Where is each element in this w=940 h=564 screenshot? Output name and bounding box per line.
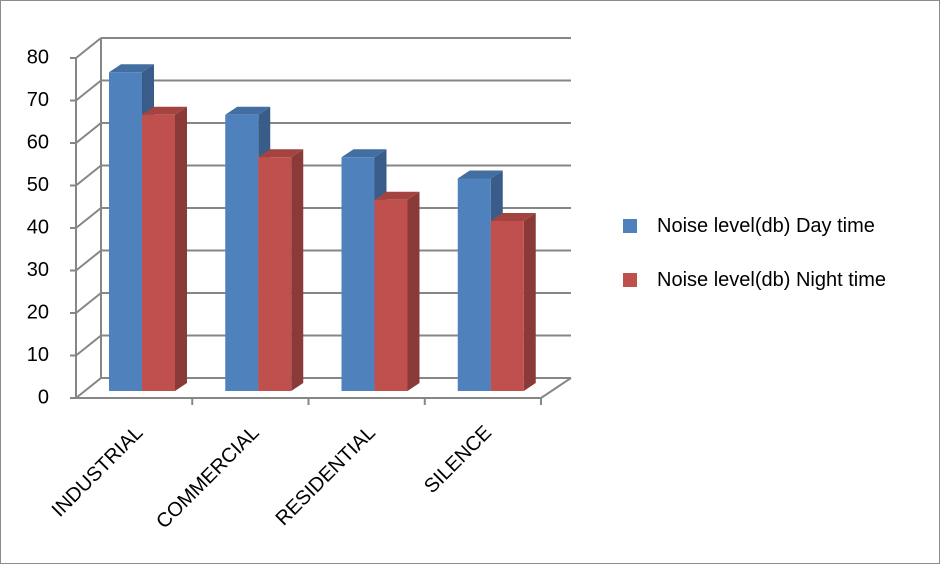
legend-label: Noise level(db) Day time bbox=[657, 215, 875, 237]
bar bbox=[258, 149, 304, 391]
grid-line bbox=[75, 37, 102, 59]
bar-face bbox=[457, 170, 503, 179]
bar-face bbox=[341, 149, 387, 158]
x-tick-label: INDUSTRIAL bbox=[48, 422, 148, 522]
legend-swatch bbox=[623, 273, 637, 287]
legend-swatch bbox=[623, 219, 637, 233]
y-tick-label: 50 bbox=[27, 174, 49, 196]
y-tick-label: 10 bbox=[27, 344, 49, 366]
bar-face bbox=[142, 114, 175, 391]
bar-face bbox=[374, 199, 408, 391]
bar-face bbox=[109, 72, 142, 391]
grid-line bbox=[75, 122, 102, 144]
bar-face bbox=[225, 106, 271, 115]
legend-label: Noise level(db) Night time bbox=[657, 269, 886, 291]
grid-line bbox=[75, 249, 102, 272]
bar-face bbox=[490, 221, 524, 391]
y-tick-label: 30 bbox=[27, 259, 49, 281]
legend-item: Noise level(db) Night time bbox=[621, 260, 886, 300]
bar bbox=[374, 191, 420, 391]
y-tick-label: 60 bbox=[27, 131, 49, 153]
bar-face bbox=[341, 157, 375, 391]
y-tick-label: 70 bbox=[27, 89, 49, 111]
bar-face bbox=[523, 213, 536, 391]
axis-line bbox=[540, 377, 572, 399]
y-tick-label: 80 bbox=[27, 46, 49, 68]
bar bbox=[490, 213, 536, 391]
bar-face bbox=[258, 157, 292, 391]
y-tick-label: 20 bbox=[27, 301, 49, 323]
bar-face bbox=[407, 191, 420, 391]
bar-face bbox=[258, 149, 304, 158]
grid-line bbox=[75, 164, 102, 187]
grid-line bbox=[75, 334, 102, 357]
grid-line bbox=[75, 79, 102, 102]
legend: Noise level(db) Day time Noise level(db) … bbox=[621, 206, 886, 314]
x-tick-label: SILENCE bbox=[420, 422, 496, 498]
x-tick-label: COMMERCIAL bbox=[152, 422, 263, 533]
grid-line bbox=[75, 377, 102, 399]
legend-item: Noise level(db) Day time bbox=[621, 206, 886, 246]
bar bbox=[142, 106, 187, 391]
y-tick-label: 0 bbox=[38, 386, 49, 408]
bar-face bbox=[175, 106, 187, 391]
bar-face bbox=[109, 64, 154, 73]
bar-face bbox=[457, 178, 491, 391]
grid-line bbox=[75, 292, 102, 314]
grid-line bbox=[75, 207, 102, 229]
y-tick-label: 40 bbox=[27, 216, 49, 238]
x-tick-label: RESIDENTIAL bbox=[272, 422, 380, 530]
bar-face bbox=[291, 149, 304, 391]
bar-face bbox=[225, 114, 259, 391]
bar-face bbox=[142, 106, 187, 115]
bar-face bbox=[490, 213, 536, 221]
bar-face bbox=[374, 191, 420, 200]
